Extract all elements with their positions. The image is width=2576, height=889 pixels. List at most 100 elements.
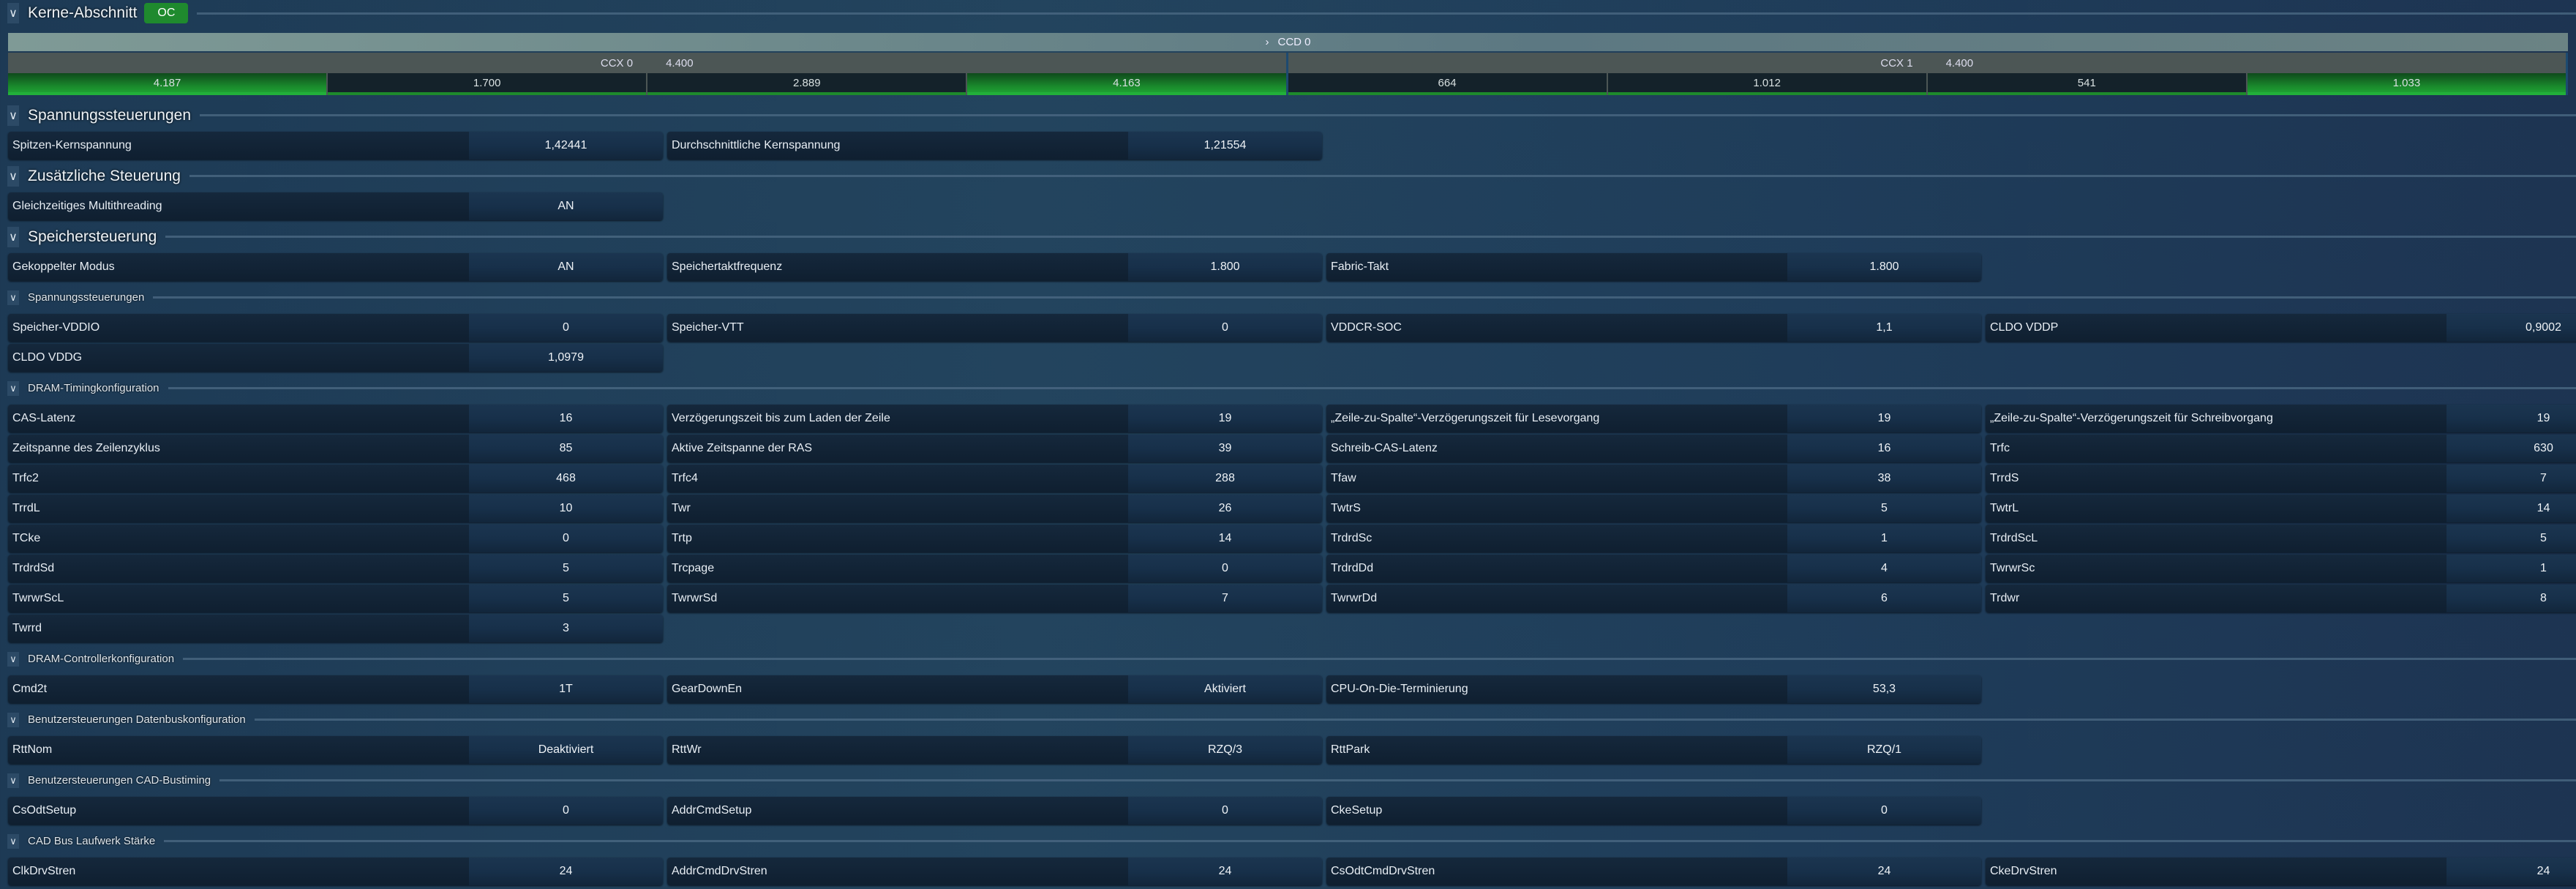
setting-value[interactable]: 1,0979 — [469, 344, 663, 372]
setting-value[interactable]: 468 — [469, 465, 663, 492]
setting-row[interactable]: Twrrd 3 — [8, 615, 663, 642]
section-header[interactable]: ∨ CAD Bus Laufwerk Stärke — [0, 825, 2576, 858]
setting-row[interactable]: AddrCmdDrvStren 24 — [667, 858, 1322, 885]
setting-row[interactable]: CLDO VDDP 0,9002 — [1986, 314, 2576, 342]
setting-value[interactable]: 6 — [1787, 585, 1981, 612]
setting-value[interactable]: 1 — [2447, 555, 2576, 582]
setting-row[interactable]: Durchschnittliche Kernspannung 1,21554 — [667, 132, 1322, 160]
setting-row[interactable]: Speichertaktfrequenz 1.800 — [667, 253, 1322, 281]
setting-row[interactable]: Trdwr 8 — [1986, 585, 2576, 612]
chevron-down-icon[interactable]: ∨ — [7, 651, 19, 667]
setting-value[interactable]: 288 — [1128, 465, 1322, 492]
setting-value[interactable]: 10 — [469, 495, 663, 522]
setting-row[interactable]: Cmd2t 1T — [8, 675, 663, 703]
setting-row[interactable]: Tfaw 38 — [1326, 465, 1981, 492]
chevron-down-icon[interactable]: ∨ — [7, 290, 19, 305]
setting-row[interactable]: Speicher-VDDIO 0 — [8, 314, 663, 342]
setting-row[interactable]: Trfc4 288 — [667, 465, 1322, 492]
setting-value[interactable]: 1,21554 — [1128, 132, 1322, 160]
setting-value[interactable]: AN — [469, 192, 663, 220]
chevron-down-icon[interactable]: ∨ — [7, 712, 19, 727]
setting-value[interactable]: 1 — [1787, 525, 1981, 552]
setting-value[interactable]: 24 — [469, 858, 663, 885]
section-header[interactable]: ∨ Spannungssteuerungen — [0, 99, 2576, 132]
setting-value[interactable]: 3 — [469, 615, 663, 642]
setting-value[interactable]: 53,3 — [1787, 675, 1981, 703]
setting-row[interactable]: CsOdtCmdDrvStren 24 — [1326, 858, 1981, 885]
setting-value[interactable]: 7 — [1128, 585, 1322, 612]
setting-value[interactable]: 5 — [1787, 495, 1981, 522]
setting-row[interactable]: TwrwrSd 7 — [667, 585, 1322, 612]
setting-row[interactable]: TwrwrDd 6 — [1326, 585, 1981, 612]
chevron-down-icon[interactable]: ∨ — [7, 226, 19, 247]
setting-value[interactable]: 1T — [469, 675, 663, 703]
setting-value[interactable]: 14 — [1128, 525, 1322, 552]
setting-value[interactable]: 24 — [1128, 858, 1322, 885]
setting-value[interactable]: 0 — [1128, 555, 1322, 582]
setting-row[interactable]: TrdrdSd 5 — [8, 555, 663, 582]
setting-value[interactable]: 0 — [469, 314, 663, 342]
setting-value[interactable]: 0 — [1128, 314, 1322, 342]
setting-row[interactable]: TrdrdSc 1 — [1326, 525, 1981, 552]
setting-row[interactable]: Twr 26 — [667, 495, 1322, 522]
setting-value[interactable]: 1.800 — [1787, 253, 1981, 281]
setting-value[interactable]: Aktiviert — [1128, 675, 1322, 703]
setting-value[interactable]: 16 — [469, 405, 663, 432]
setting-row[interactable]: VDDCR-SOC 1,1 — [1326, 314, 1981, 342]
setting-row[interactable]: Spitzen-Kernspannung 1,42441 — [8, 132, 663, 160]
ccd-0-bar[interactable]: › CCD 0 — [8, 33, 2568, 51]
setting-value[interactable]: 1,1 — [1787, 314, 1981, 342]
chevron-right-icon[interactable]: › — [1265, 36, 1269, 48]
setting-row[interactable]: CsOdtSetup 0 — [8, 797, 663, 825]
setting-row[interactable]: TwtrS 5 — [1326, 495, 1981, 522]
setting-value[interactable]: 19 — [1787, 405, 1981, 432]
setting-value[interactable]: AN — [469, 253, 663, 281]
setting-row[interactable]: TrdrdScL 5 — [1986, 525, 2576, 552]
setting-row[interactable]: Trfc 630 — [1986, 435, 2576, 462]
setting-row[interactable]: Trtp 14 — [667, 525, 1322, 552]
setting-row[interactable]: GearDownEn Aktiviert — [667, 675, 1322, 703]
setting-row[interactable]: RttNom Deaktiviert — [8, 736, 663, 764]
setting-row[interactable]: Trcpage 0 — [667, 555, 1322, 582]
section-header[interactable]: ∨ DRAM-Controllerkonfiguration — [0, 642, 2576, 675]
setting-value[interactable]: 0 — [1787, 797, 1981, 825]
setting-row[interactable]: CkeSetup 0 — [1326, 797, 1981, 825]
setting-row[interactable]: TwtrL 14 — [1986, 495, 2576, 522]
setting-row[interactable]: CAS-Latenz 16 — [8, 405, 663, 432]
section-header[interactable]: ∨ Zusätzliche Steuerung — [0, 160, 2576, 192]
setting-value[interactable]: 5 — [469, 555, 663, 582]
setting-value[interactable]: 39 — [1128, 435, 1322, 462]
setting-row[interactable]: „Zeile-zu-Spalte“-Verzögerungszeit für L… — [1326, 405, 1981, 432]
setting-value[interactable]: 38 — [1787, 465, 1981, 492]
section-header[interactable]: ∨ Benutzersteuerungen CAD-Bustiming — [0, 764, 2576, 797]
setting-value[interactable]: 0,9002 — [2447, 314, 2576, 342]
setting-value[interactable]: 0 — [469, 525, 663, 552]
setting-row[interactable]: Aktive Zeitspanne der RAS 39 — [667, 435, 1322, 462]
setting-row[interactable]: TwrwrSc 1 — [1986, 555, 2576, 582]
setting-row[interactable]: Gekoppelter Modus AN — [8, 253, 663, 281]
chevron-down-icon[interactable]: ∨ — [7, 833, 19, 849]
setting-value[interactable]: RZQ/3 — [1128, 736, 1322, 764]
setting-value[interactable]: RZQ/1 — [1787, 736, 1981, 764]
setting-row[interactable]: TrrdL 10 — [8, 495, 663, 522]
setting-row[interactable]: ClkDrvStren 24 — [8, 858, 663, 885]
setting-value[interactable]: 5 — [469, 585, 663, 612]
setting-row[interactable]: CPU-On-Die-Terminierung 53,3 — [1326, 675, 1981, 703]
setting-value[interactable]: 24 — [2447, 858, 2576, 885]
setting-value[interactable]: 14 — [2447, 495, 2576, 522]
setting-value[interactable]: 0 — [469, 797, 663, 825]
setting-row[interactable]: „Zeile-zu-Spalte“-Verzögerungszeit für S… — [1986, 405, 2576, 432]
setting-value[interactable]: 24 — [1787, 858, 1981, 885]
setting-row[interactable]: RttWr RZQ/3 — [667, 736, 1322, 764]
setting-value[interactable]: 26 — [1128, 495, 1322, 522]
setting-row[interactable]: Trfc2 468 — [8, 465, 663, 492]
setting-value[interactable]: 1.800 — [1128, 253, 1322, 281]
setting-value[interactable]: 4 — [1787, 555, 1981, 582]
setting-row[interactable]: AddrCmdSetup 0 — [667, 797, 1322, 825]
section-header[interactable]: ∨ Speichersteuerung — [0, 220, 2576, 253]
chevron-down-icon[interactable]: ∨ — [7, 380, 19, 396]
chevron-down-icon[interactable]: ∨ — [7, 105, 19, 126]
setting-row[interactable]: Speicher-VTT 0 — [667, 314, 1322, 342]
chevron-down-icon[interactable]: ∨ — [7, 3, 19, 23]
setting-value[interactable]: 85 — [469, 435, 663, 462]
